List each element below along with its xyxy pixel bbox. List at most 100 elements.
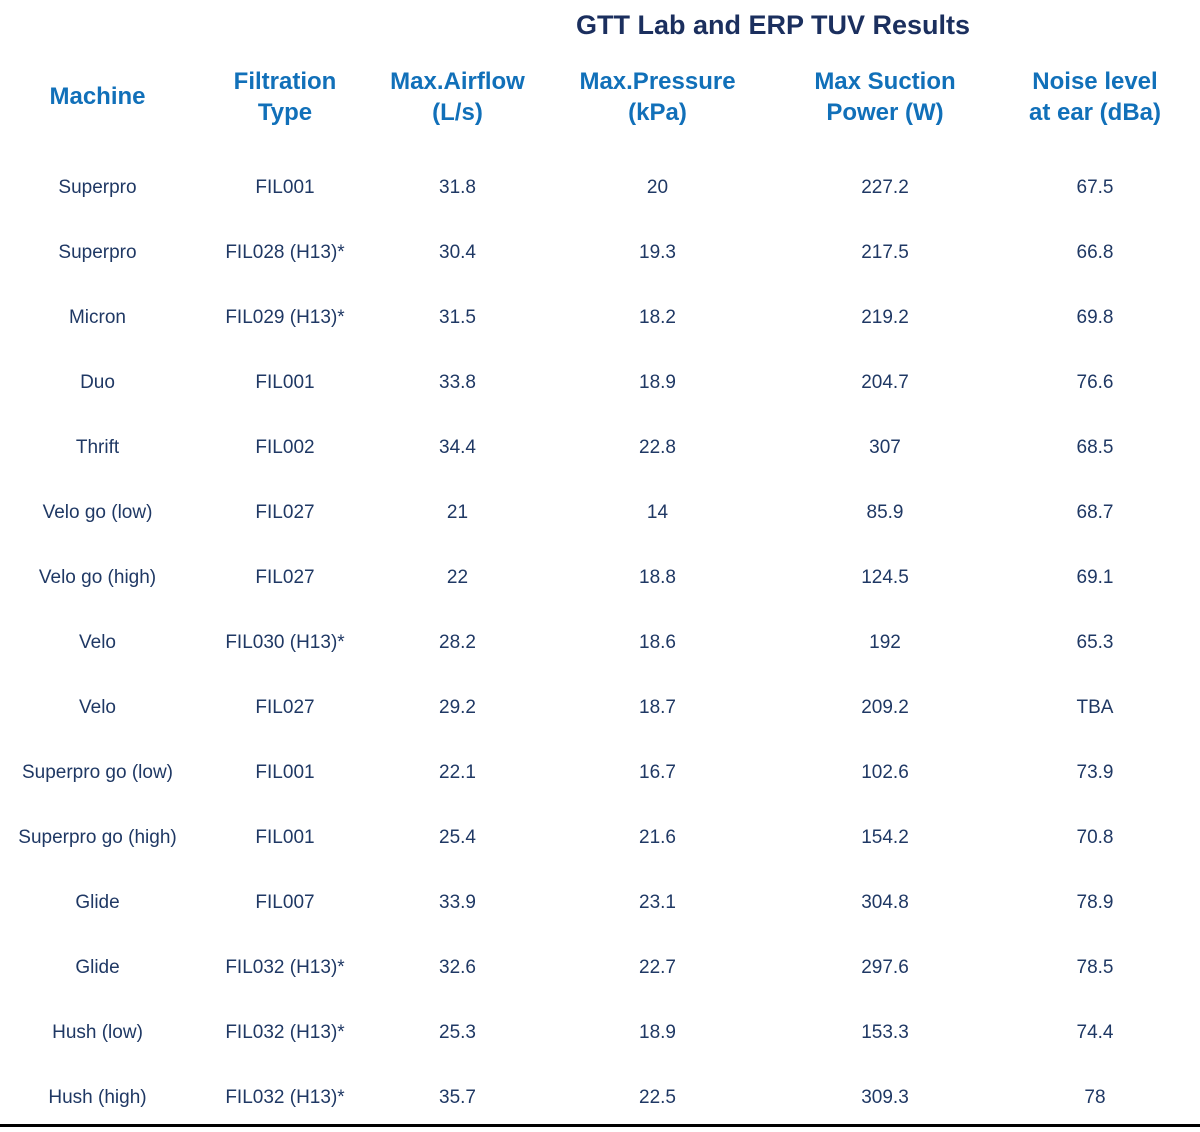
table-cell: 65.3 xyxy=(1076,631,1114,653)
table-cell: Glide xyxy=(75,891,120,913)
table-cell: 78 xyxy=(1084,1086,1106,1108)
column-header-max-suction-power-w: Max Suction Power (W) xyxy=(780,57,990,137)
column-header-max-pressure-kpa: Max.Pressure (kPa) xyxy=(535,57,780,137)
column-header-line: Max.Pressure xyxy=(579,67,736,95)
table-cell: 85.9 xyxy=(866,501,904,523)
table-row: Micron FIL029 (H13)* 31.5 18.2 219.2 69.8 xyxy=(5,285,1200,350)
table-row: Hush (low) FIL032 (H13)* 25.3 18.9 153.3 74.4 xyxy=(5,1000,1200,1065)
table-row: Velo go (high) FIL027 22 18.8 124.5 69.1 xyxy=(5,545,1200,610)
table-cell: 73.9 xyxy=(1076,761,1114,783)
table-cell: Velo xyxy=(79,696,116,718)
table-cell: 74.4 xyxy=(1076,1021,1114,1043)
table-cell: 78.9 xyxy=(1076,891,1114,913)
table-row: Superpro FIL028 (H13)* 30.4 19.3 217.5 66.8 xyxy=(5,220,1200,285)
table-cell: 18.2 xyxy=(639,306,676,328)
table-row: Velo FIL030 (H13)* 28.2 18.6 192 65.3 xyxy=(5,610,1200,675)
table-cell: Velo go (low) xyxy=(42,501,153,523)
table-cell: 309.3 xyxy=(861,1086,909,1108)
table-cell: 22.1 xyxy=(439,761,476,783)
table-cell: Superpro xyxy=(58,176,137,198)
column-header-noise-level-at-ear-dba: Noise level at ear (dBa) xyxy=(990,57,1200,137)
table-cell: 19.3 xyxy=(639,241,676,263)
table-cell: FIL027 xyxy=(255,501,315,523)
table-cell: FIL032 (H13)* xyxy=(225,956,345,978)
table-cell: 18.6 xyxy=(639,631,676,653)
table-cell: FIL002 xyxy=(255,436,315,458)
table-cell: Glide xyxy=(75,956,120,978)
table-cell: 35.7 xyxy=(439,1086,476,1108)
column-header-line: (L/s) xyxy=(432,99,483,126)
table-cell: FIL001 xyxy=(255,826,315,848)
table-cell: FIL027 xyxy=(255,696,315,718)
table-cell: 227.2 xyxy=(861,176,909,198)
table-cell: FIL027 xyxy=(255,566,315,588)
column-header-machine: Machine xyxy=(5,57,190,137)
table-cell: FIL007 xyxy=(255,891,315,913)
table-bottom-rule xyxy=(0,1124,1200,1127)
table-cell: 21 xyxy=(446,501,469,523)
table-cell: 70.8 xyxy=(1076,826,1114,848)
table-cell: 69.1 xyxy=(1076,566,1114,588)
table-cell: 18.8 xyxy=(639,566,676,588)
table-cell: Hush (high) xyxy=(48,1086,147,1108)
table-cell: FIL029 (H13)* xyxy=(225,306,345,328)
table-cell: 22.8 xyxy=(639,436,676,458)
table-cell: 76.6 xyxy=(1076,371,1114,393)
table-row: Velo FIL027 29.2 18.7 209.2 TBA xyxy=(5,675,1200,740)
table-row: Duo FIL001 33.8 18.9 204.7 76.6 xyxy=(5,350,1200,415)
column-header-max-airflow-l-s: Max.Airflow (L/s) xyxy=(380,57,535,137)
table-cell: 102.6 xyxy=(861,761,909,783)
table-row: Thrift FIL002 34.4 22.8 307 68.5 xyxy=(5,415,1200,480)
table-row: Glide FIL007 33.9 23.1 304.8 78.9 xyxy=(5,870,1200,935)
column-header-line: Type xyxy=(257,99,313,126)
table-title: GTT Lab and ERP TUV Results xyxy=(575,10,971,40)
table-cell: Hush (low) xyxy=(52,1021,143,1043)
table-cell: 219.2 xyxy=(861,306,909,328)
table-cell: 25.4 xyxy=(439,826,476,848)
column-header-filtration-type: Filtration Type xyxy=(190,57,380,137)
column-header-line: (kPa) xyxy=(628,99,687,126)
table-cell: 304.8 xyxy=(861,891,909,913)
table-cell: 124.5 xyxy=(861,566,909,588)
table-cell: 68.7 xyxy=(1076,501,1114,523)
column-header-line: Filtration xyxy=(233,67,337,95)
table-cell: 30.4 xyxy=(439,241,476,263)
table-cell: Duo xyxy=(80,371,115,393)
table-cell: 20 xyxy=(646,176,669,198)
table-cell: 18.9 xyxy=(639,1021,676,1043)
table-cell: FIL028 (H13)* xyxy=(225,241,345,263)
table-cell: 25.3 xyxy=(439,1021,476,1043)
table-cell: 153.3 xyxy=(861,1021,909,1043)
table-row: Superpro go (low) FIL001 22.1 16.7 102.6 73.9 xyxy=(5,740,1200,805)
table-cell: 69.8 xyxy=(1076,306,1114,328)
table-cell: 33.9 xyxy=(439,891,476,913)
table-cell: 78.5 xyxy=(1076,956,1114,978)
table-cell: 28.2 xyxy=(439,631,476,653)
table-cell: 34.4 xyxy=(439,436,476,458)
table-cell: 297.6 xyxy=(861,956,909,978)
table-cell: 209.2 xyxy=(861,696,909,718)
column-header-line: Power (W) xyxy=(826,99,944,126)
table-row: Superpro FIL001 31.8 20 227.2 67.5 xyxy=(5,155,1200,220)
table-body: Superpro FIL001 31.8 20 227.2 67.5 Superpro FIL… xyxy=(0,155,1200,1130)
table-cell: 192 xyxy=(869,631,901,653)
table-cell: 14 xyxy=(646,501,669,523)
column-header-line: Noise level xyxy=(1032,67,1158,95)
table-cell: 31.5 xyxy=(439,306,476,328)
table-cell: FIL001 xyxy=(255,761,315,783)
table-cell: 21.6 xyxy=(639,826,676,848)
table-cell: 217.5 xyxy=(861,241,909,263)
column-header-line: Max.Airflow xyxy=(390,67,525,95)
table-cell: Velo go (high) xyxy=(38,566,157,588)
table-cell: 32.6 xyxy=(439,956,476,978)
table-cell: 22.5 xyxy=(639,1086,676,1108)
table-cell: 204.7 xyxy=(861,371,909,393)
table-cell: 29.2 xyxy=(439,696,476,718)
table-cell: FIL001 xyxy=(255,371,315,393)
table-cell: FIL030 (H13)* xyxy=(225,631,345,653)
table-row: Hush (high) FIL032 (H13)* 35.7 22.5 309.3 78 xyxy=(5,1065,1200,1130)
table-cell: 22.7 xyxy=(639,956,676,978)
column-header-line: Max Suction xyxy=(814,67,956,95)
table-cell: FIL001 xyxy=(255,176,315,198)
